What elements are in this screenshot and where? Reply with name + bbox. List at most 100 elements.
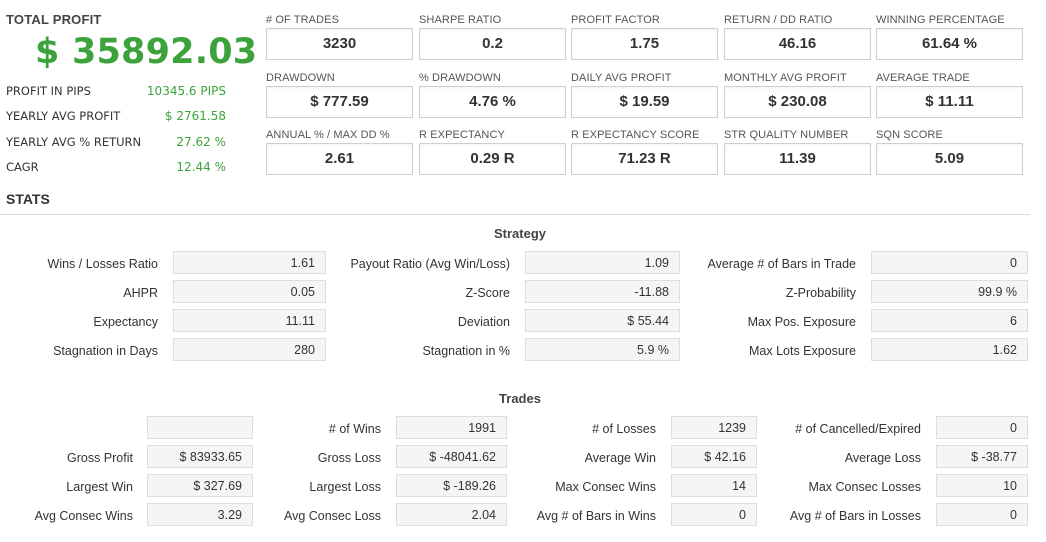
trades-value: 3.29	[147, 503, 253, 526]
metric-value: 0.2	[419, 28, 566, 60]
metric-label: % DRAWDOWN	[419, 72, 501, 84]
trades-value: 14	[671, 474, 757, 497]
trades-value: 1991	[396, 416, 507, 439]
trades-title: Trades	[499, 391, 541, 406]
metric-winning-percentage: WINNING PERCENTAGE 61.64 %	[876, 14, 1023, 60]
trades-value	[147, 416, 253, 439]
strategy-value: 6	[871, 309, 1028, 332]
metric-sqn-score: SQN SCORE 5.09	[876, 129, 1023, 175]
metric-label: ANNUAL % / MAX DD %	[266, 129, 390, 141]
strategy-label: Max Pos. Exposure	[747, 315, 856, 329]
trades-value: 1239	[671, 416, 757, 439]
metric-daily-avg-profit: DAILY AVG PROFIT $ 19.59	[571, 72, 718, 118]
strategy-label: Wins / Losses Ratio	[47, 257, 158, 271]
metric-value: $ 19.59	[571, 86, 718, 118]
trades-label: Avg Consec Loss	[283, 509, 381, 523]
strategy-value: 1.09	[525, 251, 680, 274]
trades-value: $ 327.69	[147, 474, 253, 497]
trades-label: Average Loss	[844, 451, 921, 465]
trades-label: Largest Loss	[309, 480, 381, 494]
metric-label: SHARPE RATIO	[419, 14, 502, 26]
metric-sharpe-ratio: SHARPE RATIO 0.2	[419, 14, 566, 60]
strategy-value: 280	[173, 338, 326, 361]
strategy-value: 5.9 %	[525, 338, 680, 361]
strategy-value: 0.05	[173, 280, 326, 303]
metric-str-quality-number: STR QUALITY NUMBER 11.39	[724, 129, 871, 175]
stats-divider	[0, 214, 1030, 215]
metric-average-trade: AVERAGE TRADE $ 11.11	[876, 72, 1023, 118]
summary-row-yearly-avg-return: YEARLY AVG % RETURN 27.62 %	[6, 133, 226, 158]
trades-value: 0	[936, 503, 1028, 526]
metric-value: 46.16	[724, 28, 871, 60]
metric-value: 61.64 %	[876, 28, 1023, 60]
summary-value: 10345.6 PIPS	[146, 84, 226, 98]
metric-label: AVERAGE TRADE	[876, 72, 970, 84]
trades-label: Avg # of Bars in Losses	[789, 509, 921, 523]
metric-label: PROFIT FACTOR	[571, 14, 660, 26]
summary-row-cagr: CAGR 12.44 %	[6, 158, 226, 183]
trades-label: Gross Loss	[317, 451, 381, 465]
metric-label: RETURN / DD RATIO	[724, 14, 833, 26]
trades-label: Largest Win	[66, 480, 133, 494]
metric-label: R EXPECTANCY SCORE	[571, 129, 700, 141]
strategy-label: Z-Probability	[785, 286, 856, 300]
summary-label: CAGR	[6, 159, 39, 174]
trades-value: $ -38.77	[936, 445, 1028, 468]
metric-value: $ 230.08	[724, 86, 871, 118]
trades-value: $ -48041.62	[396, 445, 507, 468]
profit-summary: TOTAL PROFIT $ 35892.03 PROFIT IN PIPS 1…	[6, 12, 257, 174]
metric-label: SQN SCORE	[876, 129, 943, 141]
trades-label: # of Cancelled/Expired	[795, 422, 921, 436]
strategy-value: 99.9 %	[871, 280, 1028, 303]
metric-value: $ 777.59	[266, 86, 413, 118]
trades-label: Max Consec Wins	[555, 480, 656, 494]
metric-label: DAILY AVG PROFIT	[571, 72, 672, 84]
metric-value: 0.29 R	[419, 143, 566, 175]
metric-label: DRAWDOWN	[266, 72, 335, 84]
strategy-label: Z-Score	[465, 286, 510, 300]
trades-label: # of Losses	[592, 422, 656, 436]
metric-trades: # OF TRADES 3230	[266, 14, 413, 60]
metric-label: # OF TRADES	[266, 14, 340, 26]
metric-profit-factor: PROFIT FACTOR 1.75	[571, 14, 718, 60]
metric-value: 1.75	[571, 28, 718, 60]
strategy-value: 11.11	[173, 309, 326, 332]
metric-percent-drawdown: % DRAWDOWN 4.76 %	[419, 72, 566, 118]
trades-value: 2.04	[396, 503, 507, 526]
summary-label: YEARLY AVG PROFIT	[6, 109, 121, 124]
trades-label: Gross Profit	[67, 451, 133, 465]
metric-value: 3230	[266, 28, 413, 60]
trades-value: $ 83933.65	[147, 445, 253, 468]
metric-value: $ 11.11	[876, 86, 1023, 118]
metric-r-expectancy-score: R EXPECTANCY SCORE 71.23 R	[571, 129, 718, 175]
summary-value: 27.62 %	[176, 134, 226, 149]
stats-title: STATS	[6, 191, 50, 207]
trades-value: 0	[936, 416, 1028, 439]
strategy-value: 0	[871, 251, 1028, 274]
strategy-value: $ 55.44	[525, 309, 680, 332]
trades-value: $ 42.16	[671, 445, 757, 468]
trades-value: 10	[936, 474, 1028, 497]
total-profit-label: TOTAL PROFIT	[6, 12, 102, 27]
metric-value: 11.39	[724, 143, 871, 175]
metric-drawdown: DRAWDOWN $ 777.59	[266, 72, 413, 118]
metric-return-dd-ratio: RETURN / DD RATIO 46.16	[724, 14, 871, 60]
trades-label: Average Win	[584, 451, 656, 465]
trades-label: Max Consec Losses	[808, 480, 921, 494]
metric-value: 71.23 R	[571, 143, 718, 175]
metric-label: WINNING PERCENTAGE	[876, 14, 1005, 26]
summary-rows: PROFIT IN PIPS 10345.6 PIPS YEARLY AVG P…	[6, 82, 226, 183]
strategy-value: 1.62	[871, 338, 1028, 361]
strategy-label: Stagnation in Days	[53, 344, 158, 358]
summary-label: YEARLY AVG % RETURN	[6, 134, 142, 149]
metric-label: MONTHLY AVG PROFIT	[724, 72, 847, 84]
metric-monthly-avg-profit: MONTHLY AVG PROFIT $ 230.08	[724, 72, 871, 118]
strategy-title: Strategy	[493, 226, 547, 241]
strategy-label: Stagnation in %	[422, 344, 510, 358]
metric-label: STR QUALITY NUMBER	[724, 129, 849, 141]
trades-value: 0	[671, 503, 757, 526]
summary-value: $ 2761.58	[164, 109, 226, 124]
trades-label: Avg Consec Wins	[34, 509, 133, 523]
metric-value: 2.61	[266, 143, 413, 175]
summary-value: 12.44 %	[176, 159, 226, 174]
